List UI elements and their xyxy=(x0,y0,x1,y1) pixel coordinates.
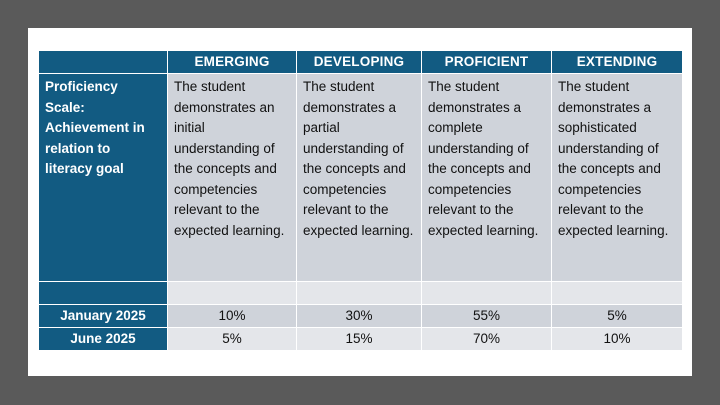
value-january-proficient: 55% xyxy=(421,304,552,328)
description-cell-extending: The student demonstrates a sophisticated… xyxy=(551,73,683,282)
spacer-cell xyxy=(296,281,422,305)
header-extending: EXTENDING xyxy=(551,50,683,74)
header-developing: DEVELOPING xyxy=(296,50,422,74)
value-june-developing: 15% xyxy=(296,327,422,351)
header-corner xyxy=(38,50,168,74)
spacer-cell xyxy=(551,281,683,305)
description-row: Proficiency Scale: Achievement in relati… xyxy=(38,73,683,282)
header-proficient: PROFICIENT xyxy=(421,50,552,74)
description-cell-developing: The student demonstrates a partial under… xyxy=(296,73,422,282)
proficiency-table: EMERGING DEVELOPING PROFICIENT EXTENDING… xyxy=(38,50,683,351)
description-proficient: The student demonstrates a complete unde… xyxy=(428,79,539,238)
header-emerging: EMERGING xyxy=(167,50,297,74)
spacer-label-cell xyxy=(38,281,168,305)
header-row: EMERGING DEVELOPING PROFICIENT EXTENDING xyxy=(38,50,683,74)
value-january-developing: 30% xyxy=(296,304,422,328)
scale-label: Proficiency Scale: Achievement in relati… xyxy=(45,79,145,176)
spacer-cell xyxy=(167,281,297,305)
description-cell-emerging: The student demonstrates an initial unde… xyxy=(167,73,297,282)
row-label-june-2025: June 2025 xyxy=(38,327,168,351)
slide: EMERGING DEVELOPING PROFICIENT EXTENDING… xyxy=(28,28,692,376)
row-label-january-2025: January 2025 xyxy=(38,304,168,328)
value-june-extending: 10% xyxy=(551,327,683,351)
value-january-extending: 5% xyxy=(551,304,683,328)
spacer-cell xyxy=(421,281,552,305)
description-emerging: The student demonstrates an initial unde… xyxy=(174,79,285,238)
table-row-january-2025: January 2025 10% 30% 55% 5% xyxy=(38,304,683,328)
scale-label-cell: Proficiency Scale: Achievement in relati… xyxy=(38,73,168,282)
value-january-emerging: 10% xyxy=(167,304,297,328)
spacer-row xyxy=(38,281,683,305)
description-developing: The student demonstrates a partial under… xyxy=(303,79,414,238)
description-cell-proficient: The student demonstrates a complete unde… xyxy=(421,73,552,282)
value-june-emerging: 5% xyxy=(167,327,297,351)
table-row-june-2025: June 2025 5% 15% 70% 10% xyxy=(38,327,683,351)
value-june-proficient: 70% xyxy=(421,327,552,351)
description-extending: The student demonstrates a sophisticated… xyxy=(558,79,669,238)
